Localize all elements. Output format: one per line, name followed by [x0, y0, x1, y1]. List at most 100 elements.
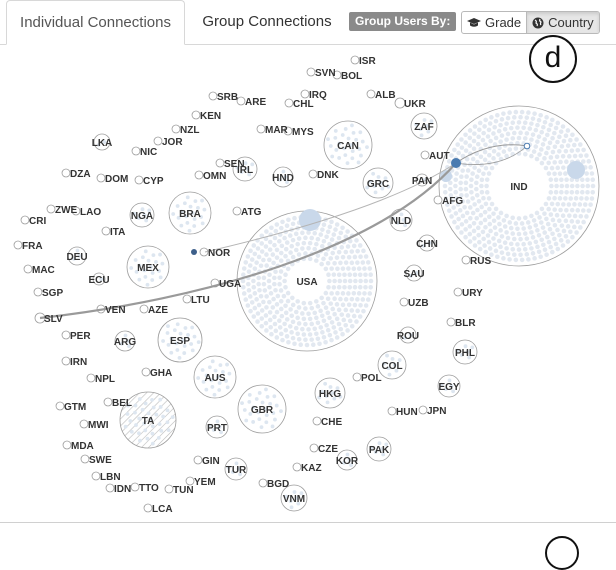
country-bubble-bol[interactable] — [332, 70, 342, 80]
country-bubble-lbn[interactable] — [91, 471, 101, 481]
country-bubble-svn[interactable] — [306, 67, 316, 77]
country-bubble-yem[interactable] — [185, 476, 195, 486]
tab-group-connections[interactable]: Group Connections — [202, 13, 332, 30]
country-bubble-vnm[interactable] — [280, 484, 308, 512]
country-bubble-gha[interactable] — [141, 367, 151, 377]
country-bubble-aze[interactable] — [139, 304, 149, 314]
country-bubble-pol[interactable] — [352, 372, 362, 382]
country-bubble-are[interactable] — [236, 96, 246, 106]
country-bubble-gin[interactable] — [193, 455, 203, 465]
country-bubble-rou[interactable] — [399, 326, 417, 344]
country-bubble-mex[interactable] — [126, 245, 170, 289]
country-bubble-prt[interactable] — [205, 415, 229, 439]
country-bubble-ltu[interactable] — [182, 294, 192, 304]
country-bubble-bgd[interactable] — [258, 478, 268, 488]
country-bubble-chn[interactable] — [418, 234, 436, 252]
country-bubble-cze[interactable] — [309, 443, 319, 453]
country-bubble-bel[interactable] — [103, 397, 113, 407]
country-bubble-dom[interactable] — [96, 173, 106, 183]
country-bubble-che[interactable] — [312, 416, 322, 426]
country-bubble-lao[interactable] — [71, 206, 81, 216]
country-bubble-pak[interactable] — [366, 436, 392, 462]
country-bubble-hnd[interactable] — [272, 166, 294, 188]
country-bubble-zwe[interactable] — [46, 204, 56, 214]
country-bubble-afg[interactable] — [433, 195, 443, 205]
country-bubble-nic[interactable] — [131, 146, 141, 156]
country-bubble-irn[interactable] — [61, 356, 71, 366]
country-bubble-hun[interactable] — [387, 406, 397, 416]
country-bubble-arg[interactable] — [114, 330, 136, 352]
country-bubble-ita[interactable] — [101, 226, 111, 236]
country-bubble-aus[interactable] — [193, 355, 237, 399]
country-bubble-egy[interactable] — [437, 374, 461, 398]
country-bubble-mys[interactable] — [283, 126, 293, 136]
country-bubble-ecu[interactable] — [92, 272, 106, 286]
country-bubble-col[interactable] — [377, 350, 407, 380]
country-bubble-tun[interactable] — [164, 484, 174, 494]
country-bubble-esp[interactable] — [157, 317, 203, 363]
country-bubble-mda[interactable] — [62, 440, 72, 450]
country-bubble-tur[interactable] — [224, 457, 248, 481]
country-bubble-lka[interactable] — [93, 133, 111, 151]
country-bubble-mar[interactable] — [256, 124, 266, 134]
country-bubble-gtm[interactable] — [55, 401, 65, 411]
country-bubble-ury[interactable] — [453, 287, 463, 297]
user-dot — [183, 326, 188, 330]
country-bubble-deu[interactable] — [67, 246, 87, 266]
country-bubble-aut[interactable] — [420, 150, 430, 160]
user-dot — [211, 428, 216, 432]
country-bubble-srb[interactable] — [208, 91, 218, 101]
country-bubble-chl[interactable] — [284, 98, 294, 108]
country-bubble-gbr[interactable] — [237, 384, 287, 434]
country-bubble-jor[interactable] — [153, 136, 163, 146]
country-bubble-cyp[interactable] — [134, 175, 144, 185]
country-bubble-fra[interactable] — [13, 240, 23, 250]
country-bubble-irl[interactable] — [232, 156, 258, 182]
tab-individual-connections[interactable]: Individual Connections — [6, 0, 185, 45]
country-bubble-swe[interactable] — [80, 454, 90, 464]
country-bubble-nor[interactable] — [199, 247, 209, 257]
user-dot — [536, 134, 542, 140]
country-bubble-dza[interactable] — [61, 168, 71, 178]
country-bubble-nzl[interactable] — [171, 124, 181, 134]
country-bubble-ind[interactable] — [438, 105, 600, 267]
country-bubble-nga[interactable] — [129, 202, 155, 228]
country-bubble-per[interactable] — [61, 330, 71, 340]
country-bubble-ta[interactable] — [119, 391, 177, 449]
country-bubble-bra[interactable] — [168, 191, 212, 235]
country-bubble-ken[interactable] — [191, 110, 201, 120]
country-bubble-ukr[interactable] — [394, 97, 406, 109]
country-bubble-hkg[interactable] — [314, 377, 346, 409]
grade-button[interactable]: Grade — [462, 12, 526, 33]
country-bubble-irq[interactable] — [300, 89, 310, 99]
country-bubble-isr[interactable] — [350, 55, 360, 65]
country-bubble-sau[interactable] — [405, 264, 423, 282]
user-dot — [312, 246, 318, 252]
country-bubble-cri[interactable] — [20, 215, 30, 225]
country-button[interactable]: Country — [526, 12, 599, 33]
country-bubble-npl[interactable] — [86, 373, 96, 383]
country-bubble-usa[interactable] — [236, 210, 378, 352]
country-bubble-rus[interactable] — [461, 255, 471, 265]
country-bubble-grc[interactable] — [362, 167, 394, 199]
country-bubble-sgp[interactable] — [33, 287, 43, 297]
country-bubble-zaf[interactable] — [410, 112, 438, 140]
country-bubble-tto[interactable] — [130, 482, 140, 492]
country-bubble-kor[interactable] — [336, 449, 358, 471]
country-bubble-sen[interactable] — [215, 158, 225, 168]
country-bubble-jpn[interactable] — [418, 405, 428, 415]
country-bubble-blr[interactable] — [446, 317, 456, 327]
country-bubble-lca[interactable] — [143, 503, 153, 513]
country-bubble-can[interactable] — [323, 120, 373, 170]
country-bubble-mac[interactable] — [23, 264, 33, 274]
country-bubble-idn[interactable] — [105, 483, 115, 493]
country-bubble-mwi[interactable] — [79, 419, 89, 429]
user-dot — [290, 319, 296, 325]
country-bubble-alb[interactable] — [366, 89, 376, 99]
country-bubble-dnk[interactable] — [308, 169, 318, 179]
country-bubble-kaz[interactable] — [292, 462, 302, 472]
country-bubble-atg[interactable] — [232, 206, 242, 216]
country-bubble-uzb[interactable] — [399, 297, 409, 307]
country-bubble-phl[interactable] — [452, 339, 478, 365]
country-bubble-omn[interactable] — [194, 170, 204, 180]
